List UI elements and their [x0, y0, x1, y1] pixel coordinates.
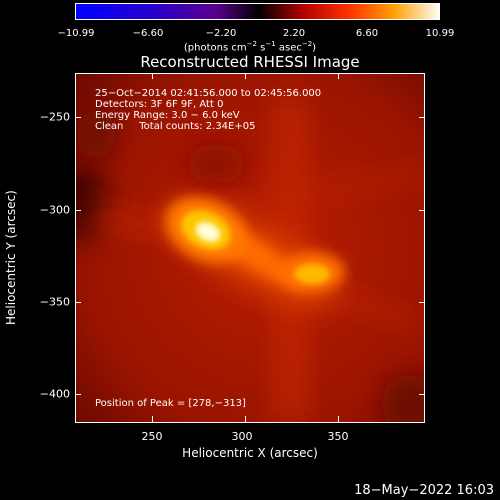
x-tick — [338, 416, 339, 422]
y-tick-label: −250 — [39, 110, 70, 124]
y-tick — [75, 210, 81, 211]
x-tick — [152, 73, 153, 79]
rhessi-image — [75, 73, 425, 423]
y-tick — [419, 394, 425, 395]
colorbar-tick-label: 6.60 — [355, 28, 379, 39]
peak-position-info: Position of Peak = [278,−313] — [95, 398, 246, 409]
detectors-info: Detectors: 3F 6F 9F, Att 0 — [95, 99, 224, 110]
x-tick — [245, 416, 246, 422]
y-axis-label: Heliocentric Y (arcsec) — [4, 190, 18, 325]
y-tick — [75, 394, 81, 395]
y-tick-label: −300 — [39, 203, 70, 217]
x-tick — [245, 73, 246, 79]
generation-timestamp: 18−May−2022 16:03 — [354, 483, 494, 498]
y-tick-label: −350 — [39, 295, 70, 309]
x-tick — [338, 73, 339, 79]
x-tick-label: 300 — [231, 430, 253, 443]
y-tick-label: −400 — [39, 387, 70, 401]
x-tick-label: 250 — [141, 430, 163, 443]
x-tick — [152, 416, 153, 422]
colorbar-tick-label: 2.20 — [282, 28, 306, 39]
energy-range-info: Energy Range: 3.0 − 6.0 keV — [95, 110, 240, 121]
rhessi-image-map — [76, 74, 424, 422]
y-tick — [75, 302, 81, 303]
image-title: Reconstructed RHESSI Image — [140, 53, 360, 71]
colorbar-tick-label: 10.99 — [425, 28, 455, 39]
x-axis-label: Heliocentric X (arcsec) — [182, 446, 318, 460]
colorbar-tick-label: −2.20 — [205, 28, 237, 39]
colorbar-tick-label: −10.99 — [57, 28, 95, 39]
colorbar — [75, 3, 440, 20]
y-tick — [419, 117, 425, 118]
observation-time-range: 25−Oct−2014 02:41:56.000 to 02:45:56.000 — [95, 88, 322, 99]
y-tick — [75, 117, 81, 118]
y-tick — [419, 302, 425, 303]
clean-total-counts-info: Clean Total counts: 2.34E+05 — [95, 121, 256, 132]
colorbar-tick-label: −6.60 — [132, 28, 164, 39]
colorbar-unit-label: (photons cm−2 s−1 asec−2) — [183, 40, 317, 54]
y-tick — [419, 210, 425, 211]
x-tick-label: 350 — [327, 430, 349, 443]
